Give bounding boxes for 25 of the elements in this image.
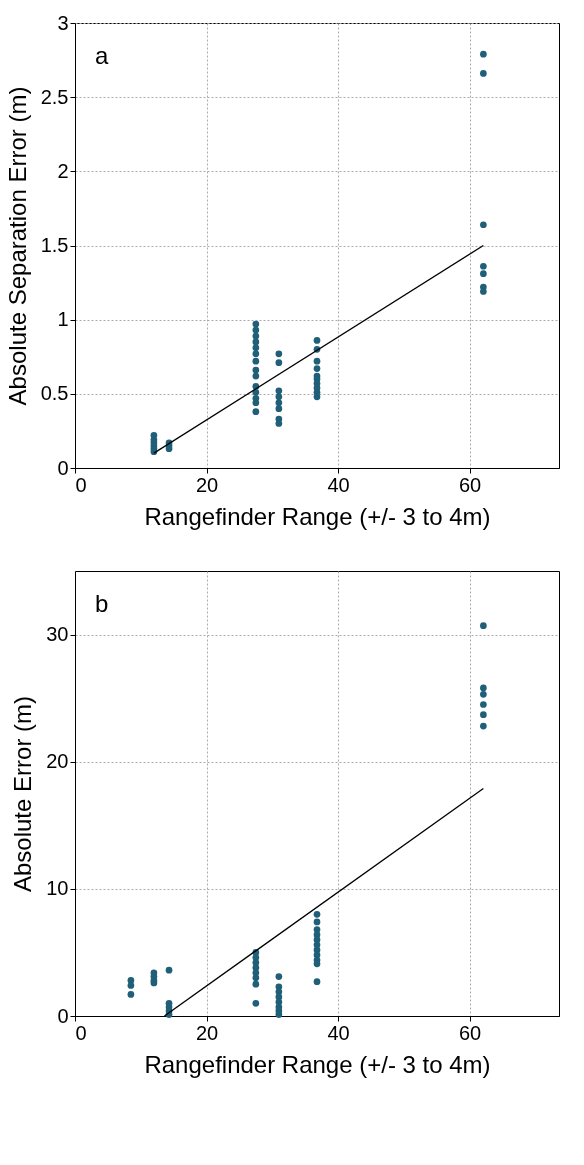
- y-tick-label: 30: [46, 623, 69, 646]
- annotation: a: [95, 42, 109, 69]
- x-tick-label: 0: [75, 1021, 87, 1044]
- x-tick-label: 20: [195, 1021, 219, 1044]
- x-tick-label: 40: [327, 1021, 350, 1044]
- y-tick-label: 2: [57, 159, 69, 182]
- x-tick-label: 60: [458, 473, 482, 496]
- y-axis-title: Absolute Error (m): [9, 695, 37, 893]
- y-tick-label: 1.5: [40, 234, 69, 256]
- x-axis-title: Rangefinder Range (+/- 3 to 4m): [144, 502, 491, 530]
- y-tick-label: 20: [46, 750, 69, 773]
- y-tick-label: 3: [57, 11, 69, 34]
- x-axis-title: Rangefinder Range (+/- 3 to 4m): [144, 1050, 491, 1078]
- y-axis-title: Absolute Separation Error (m): [3, 86, 31, 406]
- y-tick-label: 10: [46, 877, 69, 900]
- annotation: b: [95, 590, 109, 617]
- y-tick-label: 0: [57, 1004, 69, 1027]
- y-tick-label: 0: [57, 456, 69, 479]
- x-tick-label: 0: [75, 473, 87, 496]
- x-tick-label: 20: [195, 473, 219, 496]
- x-tick-label: 60: [458, 1021, 482, 1044]
- x-tick-label: 40: [327, 473, 350, 496]
- y-tick-label: 2.5: [40, 85, 69, 108]
- y-tick-label: 1: [57, 308, 69, 331]
- y-tick-label: 0.5: [40, 382, 69, 405]
